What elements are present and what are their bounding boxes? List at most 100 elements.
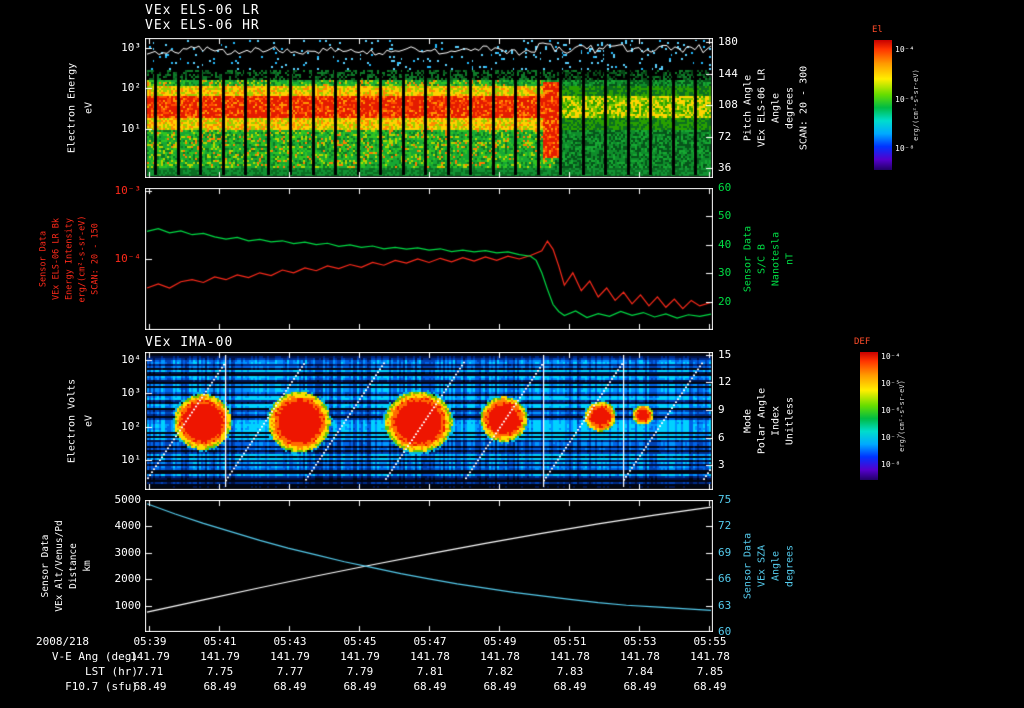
footer-value: 7.84: [626, 665, 654, 678]
alt-left-axis-label: km: [81, 560, 93, 572]
footer-value: 7.81: [416, 665, 444, 678]
alt-right-tick-label: 75: [718, 493, 732, 506]
ima-colorbar-title: DEF: [854, 337, 871, 347]
els-colorbar-tick-label: 10⁻⁶: [895, 94, 915, 104]
footer-value: 68.49: [693, 680, 727, 693]
footer-value: 68.49: [273, 680, 307, 693]
footer-value: 68.49: [553, 680, 587, 693]
els-colorbar-units-label: erg/(cm²-s-sr-eV): [912, 69, 921, 141]
time-tick-label: 05:49: [483, 635, 517, 648]
alt-left-tick-label: 3000: [114, 545, 142, 559]
footer-value: 7.82: [486, 665, 514, 678]
footer-date: 2008/218: [36, 635, 89, 648]
ima-right-axis-label: Index: [770, 405, 782, 437]
ima-spectrogram-canvas: [145, 352, 713, 490]
bk-right-tick-label: 30: [718, 266, 732, 280]
ima-left-tick-label: 10⁴: [121, 353, 141, 367]
footer-value: 68.49: [483, 680, 517, 693]
els-colorbar-tick-label: 10⁻⁴: [895, 45, 915, 55]
alt-sza-line-canvas: [145, 500, 713, 632]
ima-colorbar-tick-label: 10⁻⁶: [881, 405, 901, 415]
ima-colorbar-tick-label: 10⁻⁷: [881, 432, 901, 442]
footer-value: 141.79: [270, 650, 310, 663]
alt-left-tick-label: 5000: [114, 493, 142, 506]
ima-colorbar-tick-label: 10⁻⁴: [881, 352, 901, 362]
els-title-hr: VEx ELS-06 HR: [145, 18, 260, 33]
bk-right-axis-label: S/C B: [756, 243, 768, 275]
footer-row-label: V-E Ang (deg): [51, 650, 138, 663]
footer-value: 141.79: [130, 650, 170, 663]
alt-right-tick-label: 72: [718, 519, 732, 533]
els-spectrogram-canvas: [145, 38, 713, 178]
ima-left-tick-label: 10³: [121, 386, 141, 400]
alt-right-axis-label: Sensor Data: [742, 532, 754, 600]
ima-left-tick-label: 10²: [121, 419, 141, 433]
alt-left-axis-label: VEx Alt/Venus/Pd: [53, 520, 65, 612]
els-right-axis-label: VEx ELS-06 LR: [756, 68, 768, 148]
alt-left-axis-label: Sensor Data: [39, 534, 51, 598]
time-tick-label: 05:51: [553, 635, 587, 648]
ima-left-axis-label: Electron Volts: [66, 378, 78, 464]
bk-right-axis-label: Sensor Data: [742, 225, 754, 293]
footer-value: 7.79: [346, 665, 374, 678]
alt-right-tick-label: 60: [718, 625, 732, 638]
els-left-tick-label: 10³: [121, 40, 141, 54]
footer-value: 7.71: [136, 665, 164, 678]
alt-right-tick-label: 69: [718, 545, 732, 559]
els-left-tick-label: 10²: [121, 81, 141, 95]
ima-right-tick-label: 6: [718, 430, 725, 444]
ima-right-tick-label: 15: [718, 347, 732, 361]
els-right-tick-label: 72: [718, 129, 732, 143]
footer-value: 141.78: [550, 650, 590, 663]
els-colorbar: [874, 40, 892, 170]
time-tick-label: 05:43: [273, 635, 307, 648]
time-tick-label: 05:45: [343, 635, 377, 648]
footer-value: 7.77: [276, 665, 304, 678]
bk-left-axis-label: Sensor Data: [38, 230, 49, 288]
bk-left-axis-label: SCAN: 20 - 150: [90, 223, 101, 295]
alt-left-axis-label: Distance: [67, 543, 79, 589]
footer-value: 141.79: [340, 650, 380, 663]
time-tick-label: 05:39: [133, 635, 167, 648]
bk-left-tick-label: 10⁻³: [114, 183, 142, 197]
time-tick-label: 05:55: [693, 635, 727, 648]
ima-right-axis-label: Polar Angle: [756, 387, 768, 455]
ima-colorbar-tick-label: 10⁻⁸: [881, 459, 901, 469]
footer-value: 141.78: [410, 650, 450, 663]
time-tick-label: 05:47: [413, 635, 447, 648]
footer-value: 7.85: [696, 665, 724, 678]
time-tick-label: 05:53: [623, 635, 657, 648]
alt-left-tick-label: 1000: [114, 598, 142, 612]
bk-right-tick-label: 20: [718, 294, 732, 308]
ima-left-tick-label: 10¹: [121, 452, 141, 466]
els-right-axis-label: degrees: [784, 86, 796, 130]
time-tick-label: 05:41: [203, 635, 237, 648]
els-right-axis-label: Angle: [770, 92, 782, 124]
footer-value: 141.79: [200, 650, 240, 663]
ima-right-tick-label: 9: [718, 402, 725, 416]
bk-right-tick-label: 60: [718, 181, 732, 194]
footer-value: 68.49: [343, 680, 377, 693]
bk-left-axis-label: Energy Intensity: [64, 218, 75, 300]
alt-right-tick-label: 66: [718, 572, 732, 586]
bk-bfield-line-canvas: [145, 188, 713, 330]
els-right-tick-label: 36: [718, 161, 732, 175]
els-title-lr: VEx ELS-06 LR: [145, 3, 260, 18]
bk-right-axis-label: Nanotesla: [770, 231, 782, 287]
footer-value: 68.49: [133, 680, 167, 693]
els-right-tick-label: 108: [718, 98, 738, 112]
bk-left-tick-label: 10⁻⁴: [114, 252, 142, 265]
els-left-tick-label: 10¹: [121, 122, 141, 135]
els-left-axis-label: Electron Energy: [66, 62, 78, 154]
footer-value: 68.49: [413, 680, 447, 693]
ima-right-tick-label: 12: [718, 375, 732, 389]
alt-right-axis-label: degrees: [784, 544, 796, 588]
els-right-axis-label: SCAN: 20 - 300: [798, 65, 810, 151]
bk-left-axis-label: erg/(cm²-s-sr-eV): [77, 215, 88, 303]
alt-left-tick-label: 4000: [114, 519, 142, 533]
footer-value: 68.49: [203, 680, 237, 693]
footer-value: 141.78: [690, 650, 730, 663]
els-right-tick-label: 144: [718, 66, 738, 80]
alt-right-axis-label: Angle: [770, 550, 782, 582]
